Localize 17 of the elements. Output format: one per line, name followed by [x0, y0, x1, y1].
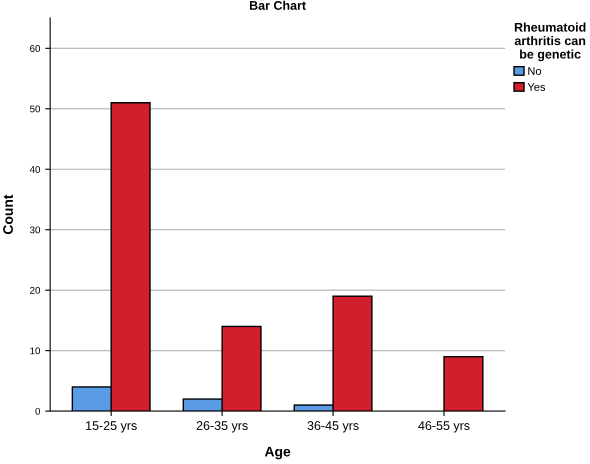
y-tick-label: 20: [30, 286, 40, 294]
y-tick-label: 50: [30, 106, 40, 112]
x-tick-label: 46-55 yrs: [418, 421, 470, 432]
y-tick-label: 30: [30, 226, 40, 234]
x-tick-label: 15-25 yrs: [86, 421, 137, 432]
y-axis-title: Count: [3, 194, 13, 234]
y-tick-label: 0: [35, 408, 40, 415]
legend-label: Yes: [528, 83, 546, 91]
y-tick-label: 60: [30, 45, 40, 52]
y-tick-label: 40: [30, 166, 40, 173]
y-tick-label: 10: [30, 347, 40, 354]
x-axis-title: Age: [264, 446, 290, 460]
chart-title: Bar Chart: [250, 0, 306, 10]
x-tick-label: 26-35 yrs: [196, 421, 248, 432]
x-tick-label: 36-45 yrs: [307, 421, 359, 432]
legend-label: No: [528, 67, 542, 75]
legend-title: Rheumatoid arthritis can be genetic: [514, 22, 586, 62]
